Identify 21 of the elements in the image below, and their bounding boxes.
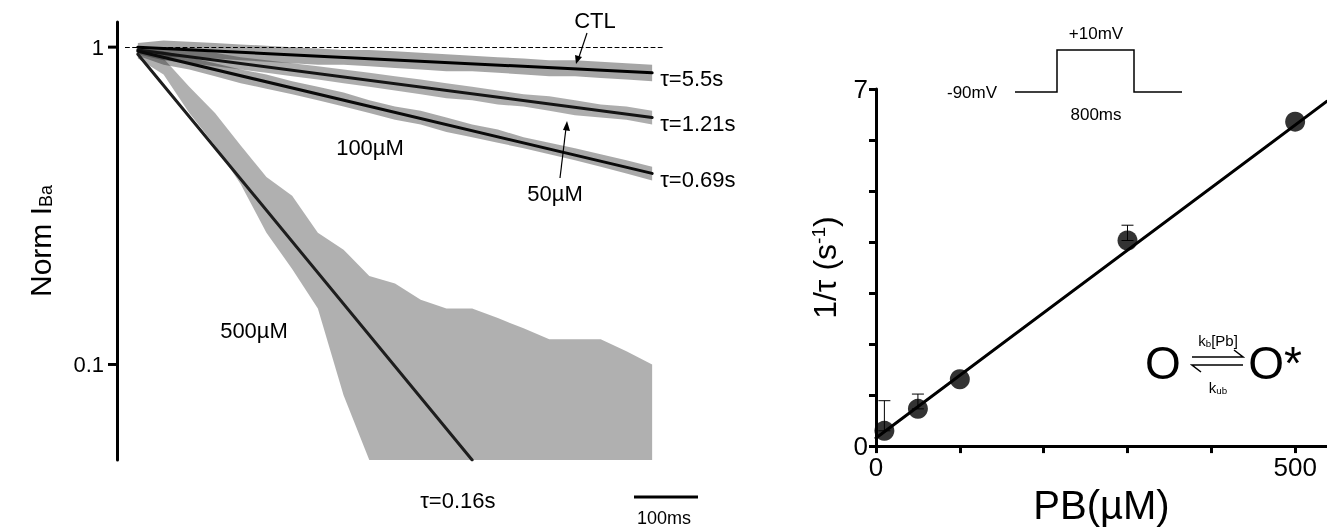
y-axis-title: 1/τ (s-1) <box>807 216 844 319</box>
series-label: τ=1.21s <box>660 111 736 137</box>
annotation: 100µM <box>336 134 404 160</box>
series-label: τ=0.69s <box>660 166 736 192</box>
x-axis-title: PB(µM) <box>1033 483 1170 527</box>
annotation: CTL <box>574 7 616 33</box>
y-tick-label: 1 <box>91 34 104 60</box>
y-tick-label: 7 <box>853 74 868 104</box>
annotation: O* <box>1248 337 1302 389</box>
annotation: 50µM <box>527 180 583 206</box>
y-axis-title: Norm IBa <box>23 184 57 298</box>
annotation: -90mV <box>946 82 998 102</box>
annotation: 800ms <box>1070 104 1122 124</box>
text: 100ms <box>636 508 692 528</box>
annotation: 500µM <box>220 317 288 343</box>
text: +10mV <box>1068 23 1124 43</box>
y-tick-label: 0.1 <box>73 351 104 377</box>
annotation: O <box>1145 337 1181 389</box>
x-tick-label: 500 <box>1273 452 1317 483</box>
series-label: τ=5.5s <box>660 66 724 92</box>
series-label: τ=0.16s <box>420 487 496 513</box>
